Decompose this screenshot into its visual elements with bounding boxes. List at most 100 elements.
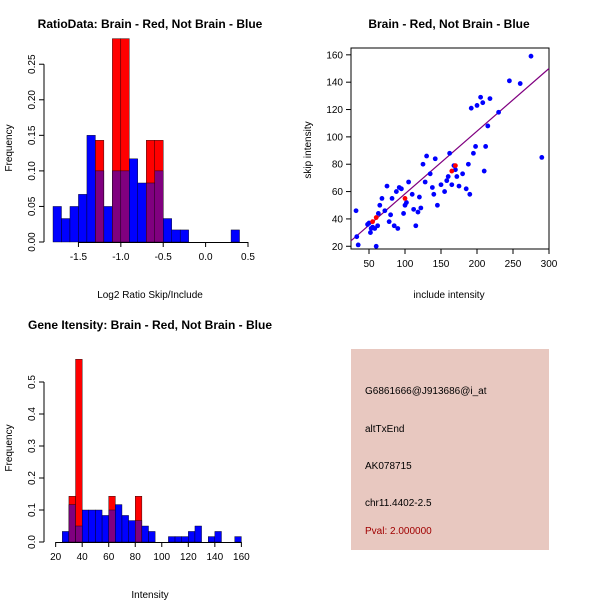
scatter-point-notbrain-52 <box>460 171 465 177</box>
intensity-bar-notbrain-5 <box>95 509 103 543</box>
scatter-point-notbrain-69 <box>528 53 534 59</box>
scatter-point-notbrain-59 <box>474 103 480 108</box>
scatter-point-notbrain-12 <box>377 202 383 208</box>
scatter-point-brain-2 <box>402 196 408 201</box>
scatter-point-notbrain-24 <box>401 211 406 216</box>
ratio-ytick-label-2: 0.10 <box>27 161 38 181</box>
scatter-point-notbrain-14 <box>382 208 388 214</box>
scatter-point-notbrain-33 <box>418 205 424 211</box>
scatter-point-notbrain-42 <box>438 182 444 188</box>
scatter-point-notbrain-5 <box>368 230 373 235</box>
scatter-point-notbrain-30 <box>413 223 419 229</box>
scatter-point-notbrain-57 <box>471 150 476 156</box>
scatter-point-notbrain-50 <box>454 174 460 179</box>
scatter-point-notbrain-34 <box>420 161 426 167</box>
scatter-y-ticks: 20 40 60 80 100 120 140 160 <box>326 50 351 253</box>
scatter-point-notbrain-23 <box>399 186 404 192</box>
scatter-point-notbrain-15 <box>384 183 390 189</box>
intensity-ytick-label-0: 0.0 <box>27 535 38 549</box>
scatter-point-notbrain-13 <box>379 196 385 201</box>
scatter-point-notbrain-10 <box>375 223 381 229</box>
scatter-point-notbrain-38 <box>429 185 435 190</box>
ratio-ytick-label-1: 0.05 <box>27 196 38 216</box>
scatter-ytick-label-0: 20 <box>332 242 344 253</box>
scatter-ylabel: skip intensity <box>303 121 314 178</box>
scatter-point-notbrain-31 <box>415 209 421 215</box>
scatter-point-notbrain-18 <box>389 196 395 201</box>
scatter-point-notbrain-2 <box>355 242 361 248</box>
scatter-point-notbrain-43 <box>442 189 447 194</box>
intensity-bar-notbrain-17 <box>174 536 182 543</box>
ratio-bar-notbrain-2 <box>69 206 79 243</box>
scatter-point-notbrain-47 <box>449 182 455 188</box>
ratio-title: RatioData: Brain - Red, Not Brain - Blue <box>38 17 263 31</box>
scatter-ytick-label-1: 40 <box>332 214 344 225</box>
intensity-ytick-label-1: 0.1 <box>27 503 38 517</box>
ratio-bar-notbrain-10 <box>137 182 147 243</box>
scatter-ytick-label-5: 120 <box>326 105 343 116</box>
scatter-point-notbrain-51 <box>456 183 462 189</box>
scatter-point-notbrain-55 <box>467 191 473 197</box>
scatter-ytick-label-3: 80 <box>332 160 344 171</box>
intensity-x-ticks: 20 40 60 80 100 120 140 160 <box>50 542 250 563</box>
intensity-bar-notbrain-18 <box>181 536 189 543</box>
scatter-point-notbrain-39 <box>431 191 437 197</box>
ratio-ytick-label-3: 0.15 <box>27 125 38 145</box>
scatter-point-notbrain-19 <box>391 223 397 229</box>
intensity-xlabel: Intensity <box>131 590 168 600</box>
intensity-bar-notbrain-9 <box>121 515 129 543</box>
intensity-bar-overlap-7 <box>108 509 116 543</box>
scatter-xtick-label-0: 50 <box>363 259 375 270</box>
ratio-bar-notbrain-1 <box>61 218 71 243</box>
scatter-point-notbrain-70 <box>539 154 545 160</box>
ratio-ytick-label-4: 0.20 <box>27 90 38 110</box>
ratio-bar-overlap-8 <box>120 170 130 243</box>
intensity-bar-notbrain-23 <box>214 531 222 543</box>
intensity-bar-notbrain-3 <box>81 509 90 543</box>
intensity-histogram-panel: Gene Itensity: Brain - Red, Not Brain - … <box>4 318 272 600</box>
scatter-point-notbrain-29 <box>411 206 417 212</box>
ratio-ytick-label-0: 0.00 <box>27 232 38 252</box>
scatter-point-notbrain-40 <box>432 156 438 162</box>
scatter-point-notbrain-26 <box>404 200 409 205</box>
genomic-location: chr11.4402-2.5 <box>365 498 432 509</box>
scatter-point-notbrain-62 <box>481 168 487 174</box>
ratio-bar-overlap-12 <box>154 170 164 243</box>
ratio-ytick-label-5: 0.25 <box>27 54 38 74</box>
scatter-point-notbrain-21 <box>395 226 401 231</box>
scatter-xtick-label-4: 250 <box>505 259 522 270</box>
scatter-point-notbrain-11 <box>375 211 381 216</box>
scatter-point-notbrain-27 <box>406 179 411 185</box>
ratio-xtick-label-4: 0.5 <box>241 252 255 263</box>
scatter-point-brain-3 <box>449 168 455 174</box>
ratio-bars <box>52 38 240 243</box>
ratio-bar-overlap-7 <box>112 170 122 243</box>
intensity-xtick-label-4: 100 <box>153 552 170 563</box>
intensity-bar-overlap-1 <box>68 504 76 543</box>
ratio-bar-notbrain-15 <box>179 229 189 243</box>
intensity-xtick-label-6: 140 <box>206 552 223 563</box>
intensity-xtick-label-0: 20 <box>50 552 62 563</box>
scatter-point-brain-4 <box>453 163 458 168</box>
scatter-point-notbrain-66 <box>496 109 501 115</box>
scatter-point-notbrain-46 <box>447 150 453 156</box>
ratio-bar-notbrain-21 <box>230 229 240 243</box>
intensity-ytick-label-2: 0.2 <box>27 471 38 485</box>
scatter-point-notbrain-68 <box>517 81 523 86</box>
ratio-ylabel: Frequency <box>4 124 15 171</box>
ratio-y-ticks: 0.00 0.05 0.10 0.15 0.20 0.25 <box>27 54 44 252</box>
ratio-bar-notbrain-14 <box>171 229 181 243</box>
scatter-point-notbrain-53 <box>463 186 469 192</box>
scatter-point-notbrain-17 <box>388 212 393 218</box>
intensity-bar-notbrain-6 <box>101 515 109 543</box>
intensity-bar-notbrain-10 <box>128 520 136 543</box>
intensity-bar-notbrain-19 <box>188 531 196 543</box>
intensity-xtick-label-7: 160 <box>233 552 250 563</box>
scatter-xtick-label-3: 200 <box>469 259 486 270</box>
scatter-point-notbrain-67 <box>507 78 512 84</box>
ratio-bar-notbrain-6 <box>103 206 113 243</box>
scatter-ytick-label-7: 160 <box>326 50 343 61</box>
intensity-bar-notbrain-22 <box>208 536 216 543</box>
probe-id: G6861666@J913686@i_at <box>365 386 487 397</box>
scatter-point-notbrain-28 <box>409 191 415 197</box>
